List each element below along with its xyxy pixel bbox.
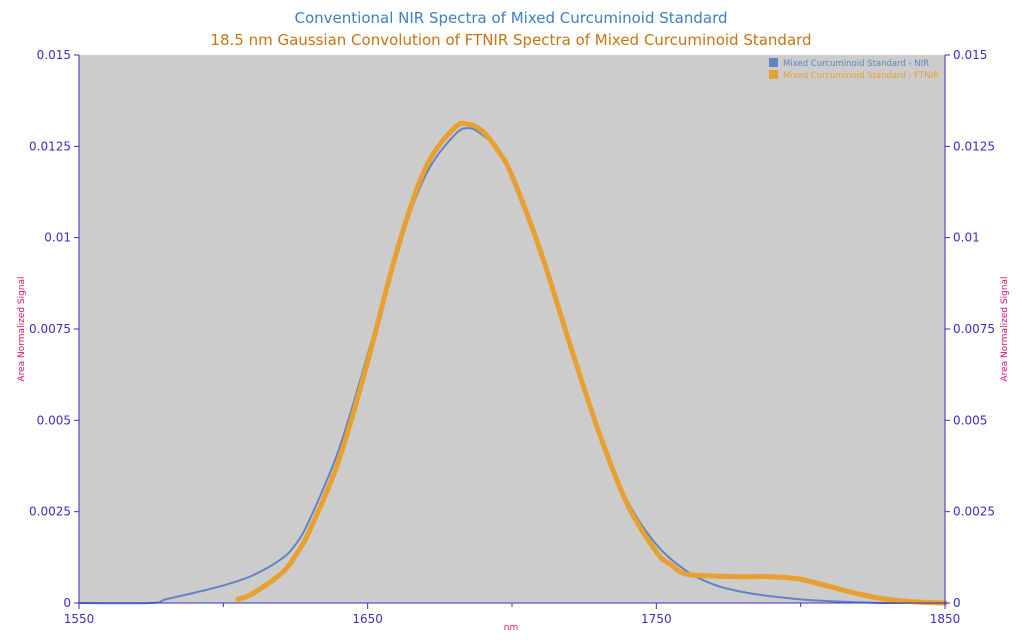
y-tick-label-right: 0.0125 [953, 139, 995, 153]
plot-area [79, 55, 945, 603]
x-tick-label: 1850 [930, 612, 961, 626]
series-layer [78, 120, 948, 606]
y-tick-label-right: 0.0075 [953, 322, 995, 336]
chart-title: Conventional NIR Spectra of Mixed Curcum… [295, 9, 728, 27]
y-tick-label-right: 0.0025 [953, 505, 995, 519]
y-tick-label-right: 0.005 [953, 413, 987, 427]
legend: Mixed Curcuminoid Standard - NIR Mixed C… [769, 58, 939, 81]
y-tick-label-left: 0.0025 [29, 505, 71, 519]
x-axis-title: nm [504, 623, 518, 633]
x-tick-label: 1550 [64, 612, 95, 626]
x-tick-label: 1650 [352, 612, 383, 626]
tick-layer: 0 0 0.0025 0.0025 0.005 0.005 0.0075 0.0075 0.01… [29, 48, 995, 626]
legend-label-ftnir: Mixed Curcuminoid Standard - FTNIR [783, 71, 939, 81]
legend-label-nir: Mixed Curcuminoid Standard - NIR [783, 59, 929, 69]
y-tick-label-right: 0.01 [953, 231, 980, 245]
y-tick-label-left: 0.015 [37, 48, 71, 62]
y-tick-label-left: 0 [63, 596, 71, 610]
y-tick-label-left: 0.01 [44, 231, 71, 245]
chart-subtitle: 18.5 nm Gaussian Convolution of FTNIR Sp… [210, 31, 811, 49]
y-tick-label-right: 0.015 [953, 48, 987, 62]
legend-swatch-ftnir [769, 70, 778, 79]
series-line-ftnir [235, 120, 948, 606]
y-tick-label-left: 0.0075 [29, 322, 71, 336]
y-tick-label-right: 0 [953, 596, 961, 610]
y-tick-label-left: 0.0125 [29, 139, 71, 153]
legend-swatch-nir [769, 58, 778, 67]
x-tick-label: 1750 [641, 612, 672, 626]
y-axis-title-right: Area Normalized Signal [1000, 276, 1010, 381]
y-axis-title-left: Area Normalized Signal [17, 276, 27, 381]
y-tick-label-left: 0.005 [37, 413, 71, 427]
